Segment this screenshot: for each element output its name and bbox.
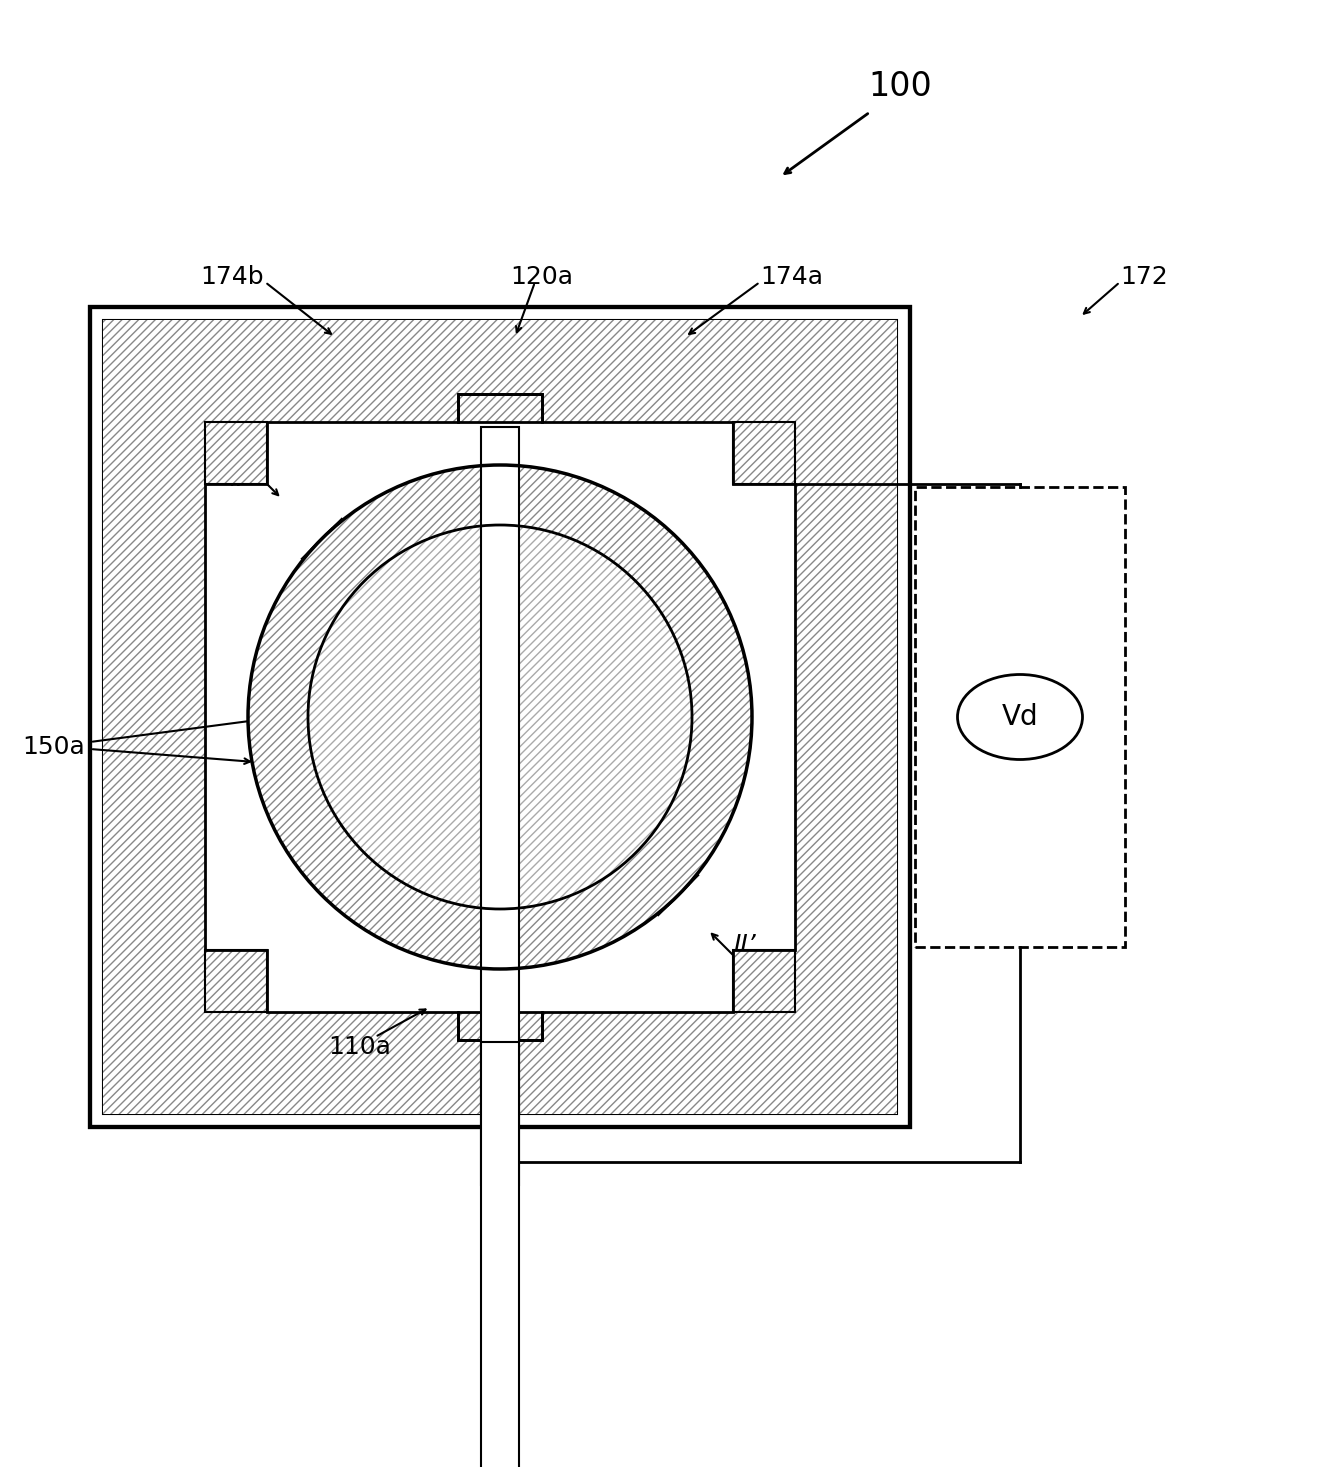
Bar: [204, 951, 267, 1012]
Bar: [480, 427, 519, 1185]
Text: Vd: Vd: [1002, 703, 1038, 731]
Bar: [733, 422, 795, 484]
Circle shape: [309, 527, 691, 908]
Text: II: II: [230, 467, 244, 491]
Bar: [733, 951, 795, 1012]
Text: 174b: 174b: [200, 266, 264, 289]
Text: II’: II’: [734, 933, 756, 956]
Bar: [733, 422, 795, 484]
Text: 120a: 120a: [510, 266, 573, 289]
Text: 172: 172: [1120, 266, 1168, 289]
Ellipse shape: [958, 675, 1083, 760]
Text: 150a: 150a: [23, 735, 85, 758]
Circle shape: [248, 465, 752, 970]
Bar: [104, 320, 897, 1113]
Text: 174a: 174a: [760, 266, 823, 289]
Bar: [104, 320, 897, 1113]
Bar: [90, 307, 910, 1127]
Bar: [204, 422, 267, 484]
Bar: [733, 951, 795, 1012]
Bar: [204, 951, 267, 1012]
Bar: [90, 307, 910, 1127]
Text: 110a: 110a: [329, 1036, 391, 1059]
Polygon shape: [204, 395, 795, 1040]
Polygon shape: [458, 395, 541, 422]
Bar: [916, 487, 1125, 948]
Bar: [480, 1042, 519, 1467]
Bar: [204, 422, 267, 484]
Polygon shape: [458, 1012, 541, 1040]
Text: 100: 100: [868, 70, 932, 104]
Circle shape: [309, 527, 691, 908]
